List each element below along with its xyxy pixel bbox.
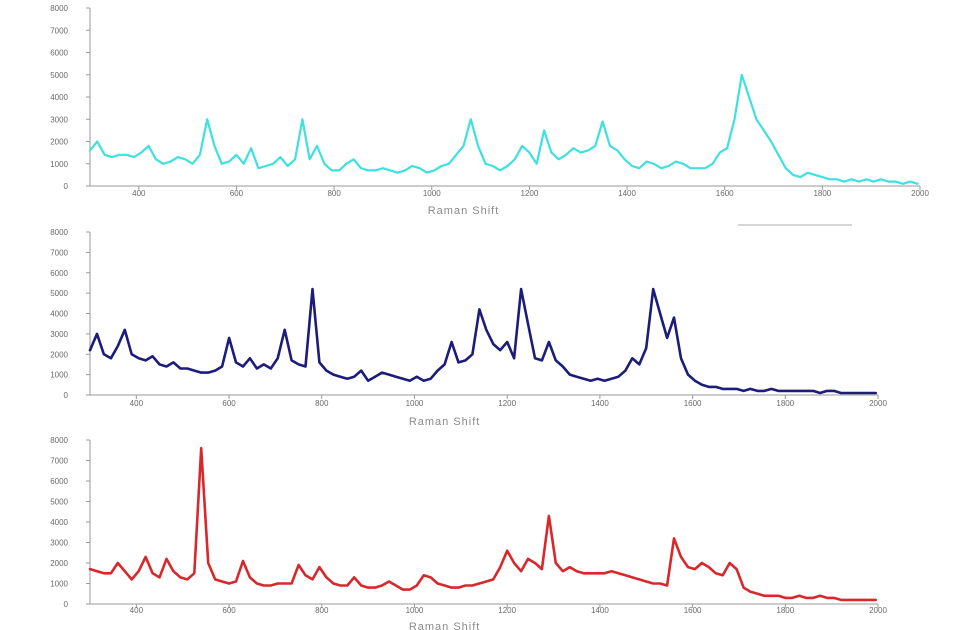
y-tick-label: 6000 <box>50 49 68 58</box>
x-tick-label: 2000 <box>869 399 887 408</box>
x-tick-label: 1600 <box>684 606 702 615</box>
x-tick-label: 400 <box>132 189 146 198</box>
y-tick-label: 0 <box>64 182 69 191</box>
y-tick-label: 7000 <box>50 248 68 257</box>
y-tick-label: 0 <box>64 600 69 609</box>
x-tick-label: 400 <box>130 606 144 615</box>
y-tick-label: 2000 <box>50 559 68 568</box>
y-tick-label: 8000 <box>50 228 68 237</box>
chart-panel-cyan: 0 1000 2000 3000 4000 5000 6000 7000 8000 400 600 8… <box>50 4 929 217</box>
x-tick-label: 1200 <box>498 399 516 408</box>
x-tick-label: 800 <box>315 399 329 408</box>
x-tick-label: 1800 <box>813 189 831 198</box>
x-tick-label: 1800 <box>776 399 794 408</box>
y-tick-label: 2000 <box>50 138 68 147</box>
y-tick-label: 7000 <box>50 457 68 466</box>
x-tick-label: 1400 <box>591 606 609 615</box>
y-tick-label: 5000 <box>50 71 68 80</box>
y-tick-label: 4000 <box>50 310 68 319</box>
x-tick-label: 800 <box>327 189 341 198</box>
x-tick-label: 1000 <box>423 189 441 198</box>
x-tick-label: 1600 <box>684 399 702 408</box>
y-tick-label: 8000 <box>50 4 68 13</box>
x-tick-label: 1800 <box>776 606 794 615</box>
spectrum-line <box>88 73 919 185</box>
spectrum-line <box>88 446 878 602</box>
chart-panel-red: 0 1000 2000 3000 4000 5000 6000 7000 8000 400 600 8… <box>50 436 887 630</box>
x-tick-label: 2000 <box>911 189 929 198</box>
x-tick-label: 1400 <box>591 399 609 408</box>
x-tick-label: 1000 <box>406 399 424 408</box>
x-tick-label: 600 <box>230 189 244 198</box>
x-axis-title: Raman Shift <box>409 621 481 630</box>
chart-panel-navy: 0 1000 2000 3000 4000 5000 6000 7000 8000 400 600 8… <box>50 228 887 428</box>
x-tick-label: 1000 <box>406 606 424 615</box>
spectrum-line <box>88 287 878 395</box>
y-tick-label: 0 <box>64 391 69 400</box>
y-tick-label: 1000 <box>50 160 68 169</box>
y-tick-label: 5000 <box>50 498 68 507</box>
x-axis-title: Raman Shift <box>409 416 481 428</box>
x-tick-label: 800 <box>315 606 329 615</box>
y-tick-label: 3000 <box>50 115 68 124</box>
y-tick-label: 4000 <box>50 518 68 527</box>
y-tick-label: 4000 <box>50 93 68 102</box>
y-tick-label: 6000 <box>50 269 68 278</box>
y-tick-label: 8000 <box>50 436 68 445</box>
x-tick-label: 1200 <box>521 189 539 198</box>
y-tick-label: 7000 <box>50 26 68 35</box>
y-tick-label: 3000 <box>50 330 68 339</box>
y-tick-label: 6000 <box>50 477 68 486</box>
y-tick-label: 3000 <box>50 539 68 548</box>
x-tick-label: 1600 <box>716 189 734 198</box>
x-axis-title: Raman Shift <box>428 205 500 217</box>
y-tick-label: 2000 <box>50 350 68 359</box>
y-tick-label: 1000 <box>50 371 68 380</box>
y-tick-label: 1000 <box>50 580 68 589</box>
x-tick-label: 1400 <box>618 189 636 198</box>
x-tick-label: 600 <box>222 399 236 408</box>
x-tick-label: 400 <box>130 399 144 408</box>
y-tick-label: 5000 <box>50 289 68 298</box>
x-tick-label: 1200 <box>498 606 516 615</box>
x-tick-label: 600 <box>222 606 236 615</box>
x-tick-label: 2000 <box>869 606 887 615</box>
